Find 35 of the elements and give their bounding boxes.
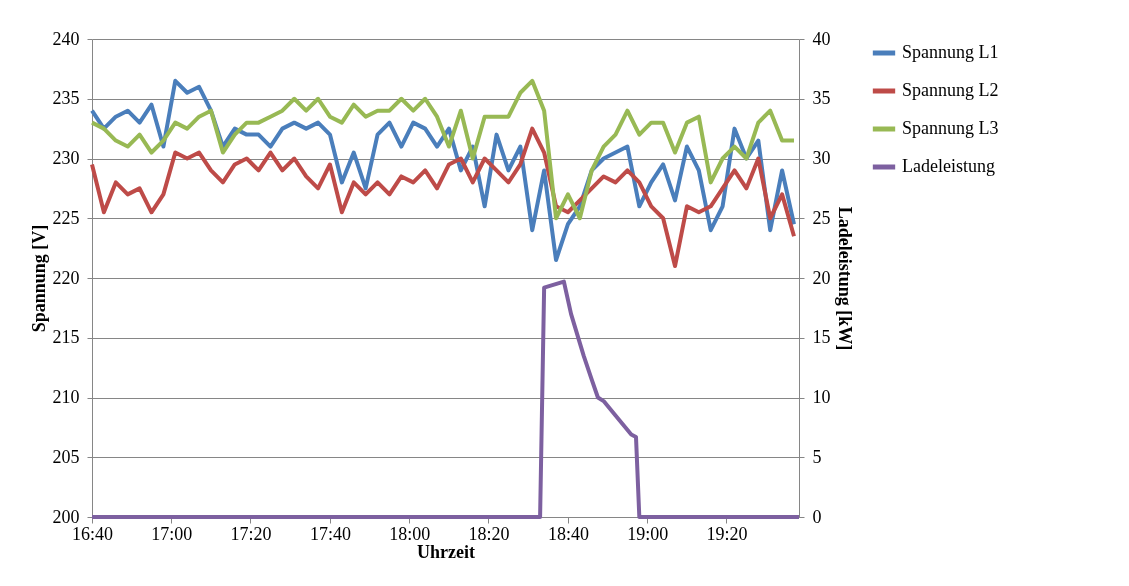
y-tick-label: 225 bbox=[52, 207, 80, 228]
legend-label: Spannung L2 bbox=[902, 80, 999, 100]
x-tick-label: 18:40 bbox=[547, 523, 589, 544]
y-tick-label: 240 bbox=[52, 28, 80, 49]
x-tick-label: 17:40 bbox=[309, 523, 351, 544]
y2-tick-label: 10 bbox=[812, 387, 831, 407]
y-tick-label: 205 bbox=[52, 446, 80, 467]
y-tick-label: 210 bbox=[52, 387, 80, 407]
legend-label: Spannung L1 bbox=[902, 42, 999, 62]
y2-axis-title: Ladeleistung [kW] bbox=[834, 206, 855, 351]
y2-tick-label: 25 bbox=[812, 207, 831, 228]
y2-tick-label: 5 bbox=[812, 446, 822, 467]
y2-tick-label: 0 bbox=[812, 506, 822, 527]
x-tick-label: 17:20 bbox=[230, 523, 272, 544]
x-tick-label: 17:00 bbox=[151, 523, 193, 544]
y2-tick-label: 35 bbox=[812, 88, 831, 109]
x-tick-label: 19:20 bbox=[706, 523, 748, 544]
line-series bbox=[90, 126, 796, 269]
y2-tick-label: 30 bbox=[812, 148, 831, 168]
line-series bbox=[90, 279, 801, 519]
x-tick-label: 19:00 bbox=[627, 523, 669, 544]
x-tick-label: 18:00 bbox=[389, 523, 431, 544]
y-tick-label: 235 bbox=[52, 88, 80, 109]
y2-tick-label: 15 bbox=[812, 327, 831, 348]
y-tick-label: 230 bbox=[52, 148, 80, 168]
x-axis-title: Uhrzeit bbox=[417, 541, 475, 562]
x-tick-label: 18:20 bbox=[468, 523, 510, 544]
line-series bbox=[90, 78, 796, 221]
legend-label: Ladeleistung bbox=[902, 156, 995, 176]
y-tick-label: 220 bbox=[52, 267, 80, 288]
legend-label: Spannung L3 bbox=[902, 118, 999, 138]
y-axis-title: Spannung [V] bbox=[28, 224, 49, 333]
y2-tick-label: 20 bbox=[812, 267, 831, 288]
y-tick-label: 215 bbox=[52, 327, 80, 348]
y2-tick-label: 40 bbox=[812, 28, 831, 49]
